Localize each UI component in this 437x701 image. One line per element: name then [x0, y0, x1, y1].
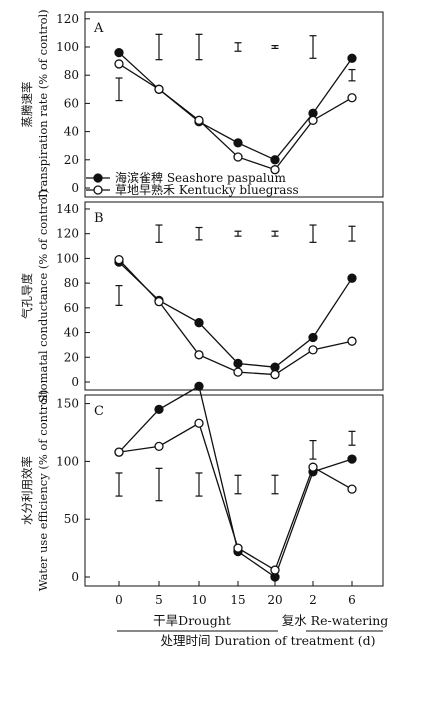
- point-seashore-paspalum: [233, 138, 243, 148]
- x-tick-label: 15: [230, 593, 245, 607]
- y-tick-label: 20: [64, 153, 79, 167]
- y-tick-label: 20: [64, 350, 79, 364]
- y-tick-label: 0: [71, 570, 79, 584]
- point-seashore-paspalum: [270, 155, 280, 165]
- point-kentucky-bluegrass: [347, 93, 357, 103]
- y-tick-label: 80: [64, 276, 79, 290]
- y-tick-label: 40: [64, 125, 79, 139]
- x-tick-label: 0: [115, 593, 123, 607]
- point-seashore-paspalum: [194, 318, 204, 328]
- y-axis-label-en: Transpiration rate (% of control): [36, 9, 50, 199]
- legend: 海滨雀稗 Seashore paspalum 草地早熟禾 Kentucky bl…: [86, 170, 299, 197]
- phase-label-rewater: 复水 Re-watering: [282, 613, 389, 628]
- y-tick-label: 100: [56, 40, 79, 54]
- y-tick-label: 100: [56, 454, 79, 468]
- point-kentucky-bluegrass: [308, 345, 318, 355]
- y-axis-label-en: Stomatal conductance (% of control): [36, 189, 50, 403]
- point-seashore-paspalum: [347, 454, 357, 464]
- point-seashore-paspalum: [233, 358, 243, 369]
- panel-c: 0 50 100 150 C 水分利用效率 Water use efficiency (% …: [20, 381, 384, 592]
- point-kentucky-bluegrass: [308, 462, 318, 472]
- y-tick-label: 80: [64, 68, 79, 82]
- point-kentucky-bluegrass: [347, 336, 357, 346]
- y-tick-label: 0: [71, 181, 79, 195]
- phase-label-drought: 干旱Drought: [153, 613, 231, 628]
- point-seashore-paspalum: [347, 273, 357, 283]
- y-tick-label: 50: [64, 512, 79, 526]
- panel-frame: [84, 11, 384, 198]
- legend-marker-seashore-paspalum: [93, 173, 103, 183]
- y-tick-label: 120: [56, 12, 79, 26]
- y-tick-label: 100: [56, 251, 79, 265]
- point-kentucky-bluegrass: [154, 441, 164, 452]
- point-kentucky-bluegrass: [233, 367, 243, 377]
- point-kentucky-bluegrass: [308, 115, 318, 125]
- point-kentucky-bluegrass: [194, 418, 204, 428]
- point-seashore-paspalum: [308, 332, 318, 343]
- point-kentucky-bluegrass: [347, 484, 357, 494]
- chart-panels: 0 20 40 60 80 100 120 A 蒸腾速率 Transpiration rate (…: [20, 9, 384, 592]
- y-tick-label: 40: [64, 326, 79, 340]
- point-kentucky-bluegrass: [270, 165, 280, 175]
- y-tick-label: 120: [56, 227, 79, 241]
- y-tick-label: 0: [71, 375, 79, 389]
- x-tick-label: 6: [348, 593, 356, 607]
- point-kentucky-bluegrass: [194, 350, 204, 360]
- x-axis-title: 处理时间 Duration of treatment (d): [160, 633, 375, 648]
- point-kentucky-bluegrass: [270, 369, 280, 380]
- panel-b: 0 20 40 60 80 100 120 140 B 气孔导度 Stomatal conducta…: [20, 189, 384, 403]
- point-seashore-paspalum: [347, 53, 357, 63]
- panel-label: C: [94, 404, 104, 419]
- x-tick-label: 2: [309, 593, 317, 607]
- point-kentucky-bluegrass: [114, 59, 124, 69]
- point-kentucky-bluegrass: [114, 254, 124, 265]
- y-tick-label: 150: [56, 397, 79, 411]
- point-kentucky-bluegrass: [154, 84, 164, 94]
- panel-a: 0 20 40 60 80 100 120 A 蒸腾速率 Transpiration rate (…: [20, 9, 384, 200]
- y-tick-label: 140: [56, 202, 79, 216]
- point-kentucky-bluegrass: [233, 152, 243, 162]
- legend-label-kentucky-bluegrass: 草地早熟禾 Kentucky bluegrass: [115, 182, 299, 197]
- point-kentucky-bluegrass: [270, 565, 280, 575]
- point-kentucky-bluegrass: [194, 115, 204, 125]
- y-axis-label-cn: 水分利用效率: [20, 456, 34, 525]
- point-seashore-paspalum: [194, 381, 204, 391]
- legend-marker-kentucky-bluegrass: [93, 185, 103, 195]
- legend-label-seashore-paspalum: 海滨雀稗 Seashore paspalum: [115, 170, 286, 185]
- y-tick-label: 60: [64, 96, 79, 110]
- point-kentucky-bluegrass: [154, 297, 164, 307]
- x-tick-label: 5: [155, 593, 163, 607]
- panel-frame: [84, 201, 384, 391]
- series-line-kentucky-bluegrass: [118, 259, 353, 376]
- y-axis-label-en: Water use efficiency (% of control): [36, 390, 50, 592]
- x-tick-label: 20: [267, 593, 282, 607]
- point-kentucky-bluegrass: [114, 447, 124, 457]
- panel-label: A: [93, 21, 104, 36]
- panel-frame: [84, 394, 384, 587]
- x-tick-label: 10: [191, 593, 206, 607]
- y-axis-label-cn: 气孔导度: [20, 273, 34, 319]
- point-seashore-paspalum: [114, 47, 124, 58]
- point-seashore-paspalum: [154, 404, 164, 415]
- panel-label: B: [94, 211, 104, 226]
- y-tick-label: 60: [64, 301, 79, 315]
- y-axis-label-cn: 蒸腾速率: [20, 82, 34, 128]
- shared-x-axis: 0 5 10 15 20 2 6 干旱Drought 复水 Re-watering 处理时间 Du…: [115, 581, 388, 648]
- point-kentucky-bluegrass: [233, 543, 243, 553]
